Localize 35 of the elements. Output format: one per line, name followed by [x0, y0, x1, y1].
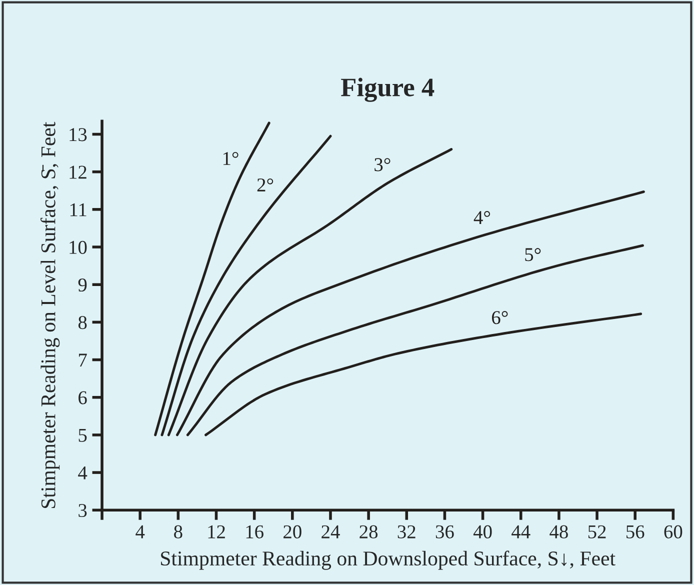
x-tick-label: 40 — [473, 525, 492, 538]
x-tick-label: 20 — [284, 525, 302, 538]
x-tick-label: 52 — [588, 525, 606, 538]
x-tick-label: 4 — [136, 525, 145, 538]
x-axis-title: Stimpmeter Reading on Downsloped Surface, S↓, Feet — [161, 550, 616, 570]
series-label: 5° — [525, 248, 541, 262]
chart-title: Figure 4 — [341, 78, 434, 102]
x-tick-label: 8 — [174, 525, 182, 538]
x-tick-label: 32 — [398, 525, 416, 538]
series-label: 2° — [257, 178, 274, 192]
y-tick-label: 13 — [70, 128, 87, 142]
y-tick-label: 9 — [78, 278, 87, 292]
x-tick-label: 36 — [436, 525, 454, 538]
y-tick-label: 11 — [70, 203, 86, 216]
x-tick-label: 44 — [512, 525, 530, 538]
y-tick-label: 4 — [78, 466, 88, 480]
series-label: 3° — [374, 158, 390, 172]
series-label: 4° — [474, 211, 490, 224]
y-tick-label: 10 — [70, 240, 87, 254]
y-tick-label: 8 — [78, 316, 87, 330]
series-label: 6° — [492, 311, 508, 324]
y-tick-label: 3 — [78, 504, 87, 518]
y-tick-label: 5 — [78, 428, 87, 442]
x-tick-label: 56 — [626, 525, 644, 538]
x-tick-label: 60 — [664, 525, 682, 538]
x-tick-label: 28 — [360, 525, 378, 538]
y-tick-label: 7 — [78, 354, 87, 367]
y-axis-title: Stimpmeter Reading on Level Surface, S̄, Feet — [40, 122, 60, 508]
x-tick-label: 12 — [208, 525, 225, 538]
x-tick-label: 48 — [550, 525, 568, 538]
x-tick-label: 24 — [322, 525, 340, 538]
series-label: 1° — [223, 152, 238, 165]
y-tick-label: 6 — [78, 391, 87, 404]
y-tick-label: 12 — [70, 166, 86, 179]
x-tick-label: 16 — [246, 525, 264, 538]
